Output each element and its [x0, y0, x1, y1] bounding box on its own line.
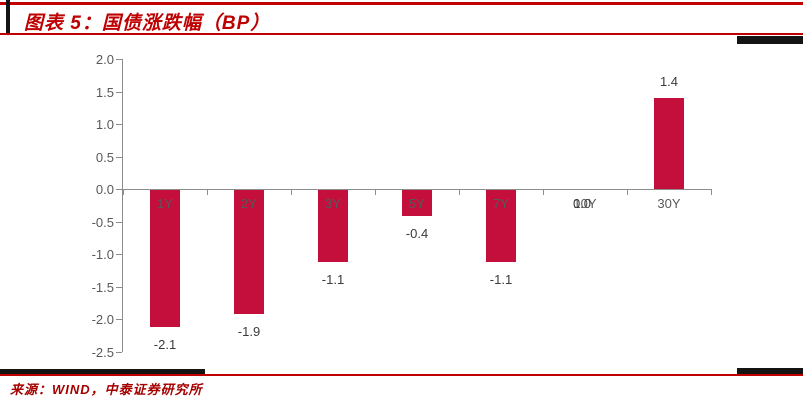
y-axis-tick	[116, 286, 122, 288]
data-label-1Y: -2.1	[153, 336, 177, 352]
footer-right-black-segment	[737, 368, 803, 374]
y-tick-label: -2.5	[91, 344, 114, 360]
x-axis-tick	[459, 189, 460, 195]
header-top-red-line	[0, 2, 803, 5]
x-axis-tick	[375, 189, 376, 195]
x-axis-tick	[123, 189, 124, 195]
category-label-5Y: 5Y	[409, 196, 425, 211]
x-axis-line	[122, 189, 711, 190]
bar-chart-plot-area: 2.0 1.5 1.0 0.5 0.0 -0.5 -1.0 -1.5 -2.0 -2.5 1Y 2Y 3…	[0, 40, 803, 370]
data-label-5Y: -0.4	[405, 226, 429, 241]
footer-red-line	[0, 374, 803, 376]
header-right-black-segment	[737, 36, 803, 44]
y-tick-label: 1.5	[95, 84, 114, 100]
x-axis-tick	[627, 189, 628, 195]
x-axis-tick	[291, 189, 292, 195]
bar-7Y	[486, 190, 516, 262]
bar-3Y	[318, 190, 348, 262]
y-tick-label: -1.0	[91, 247, 114, 262]
y-tick-label: -0.5	[91, 214, 114, 230]
y-axis-tick	[116, 319, 122, 320]
header-underline-red-line	[0, 33, 803, 35]
y-axis-tick	[116, 59, 122, 60]
y-tick-label: -1.5	[91, 279, 114, 295]
y-axis-tick	[116, 351, 122, 353]
chart-title: 图表 5：国债涨跌幅（BP）	[24, 13, 271, 34]
header-left-border-bar	[6, 0, 10, 35]
category-label-3Y: 3Y	[325, 196, 341, 211]
category-label-30Y: 30Y	[657, 196, 681, 211]
bar-5Y	[402, 190, 432, 216]
category-label-1Y: 1Y	[157, 196, 173, 211]
x-axis-tick	[543, 189, 544, 195]
data-label-2Y: -1.9	[237, 323, 261, 339]
data-label-3Y: -1.1	[321, 271, 345, 287]
y-tick-label: 2.0	[95, 52, 114, 67]
y-axis-tick	[116, 91, 122, 93]
y-axis-tick	[116, 156, 122, 158]
y-tick-label: 0.5	[95, 149, 114, 165]
footer-left-black-segment	[0, 369, 205, 374]
y-axis-tick	[116, 189, 122, 190]
category-label-10Y: 10Y	[573, 196, 597, 211]
data-label-10Y: 0.0	[572, 196, 592, 211]
x-axis-tick	[207, 189, 208, 195]
data-label-7Y: -1.1	[489, 271, 513, 287]
y-axis-tick	[116, 254, 122, 255]
category-label-2Y: 2Y	[241, 196, 257, 211]
y-tick-label: -2.0	[91, 312, 114, 327]
data-label-30Y: 1.4	[659, 74, 679, 89]
bar-2Y	[234, 190, 264, 314]
source-attribution: 来源：WIND，中泰证券研究所	[10, 382, 203, 397]
y-tick-label: 0.0	[95, 182, 114, 197]
x-axis-tick	[711, 189, 712, 195]
y-tick-label: 1.0	[95, 117, 114, 132]
bar-1Y	[150, 190, 180, 327]
y-axis-line	[122, 59, 123, 352]
y-axis-tick	[116, 124, 122, 125]
bar-30Y	[654, 98, 684, 189]
category-label-7Y: 7Y	[493, 196, 509, 211]
y-axis-tick	[116, 221, 122, 223]
